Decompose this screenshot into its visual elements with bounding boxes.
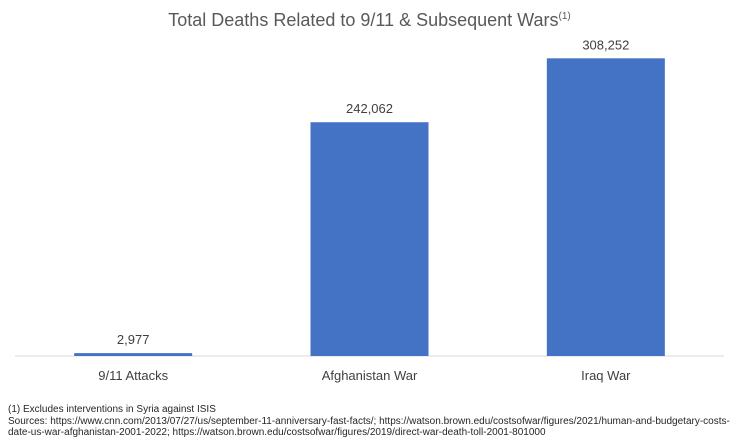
title-footnote-marker: (1) xyxy=(558,11,571,22)
bar-2 xyxy=(546,58,665,356)
footnotes: (1) Excludes interventions in Syria agai… xyxy=(8,404,736,439)
chart-title: Total Deaths Related to 9/11 & Subsequen… xyxy=(0,10,739,31)
footnote-sources: Sources: https://www.cnn.com/2013/07/27/… xyxy=(8,415,730,439)
bar-1 xyxy=(310,122,429,356)
data-label-1: 242,062 xyxy=(346,101,393,116)
footnote-exclusion: (1) Excludes interventions in Syria agai… xyxy=(8,404,216,415)
bar-chart: 2,977 9/11 Attacks 242,062 Afghanistan War 3… xyxy=(15,37,724,383)
category-label-0: 9/11 Attacks xyxy=(98,368,168,383)
data-label-2: 308,252 xyxy=(582,37,629,52)
data-label-0: 2,977 xyxy=(117,332,150,347)
bar-0 xyxy=(74,353,193,356)
category-label-1: Afghanistan War xyxy=(322,368,418,383)
category-label-2: Iraq War xyxy=(581,368,631,383)
chart-title-text: Total Deaths Related to 9/11 & Subsequen… xyxy=(168,10,559,30)
